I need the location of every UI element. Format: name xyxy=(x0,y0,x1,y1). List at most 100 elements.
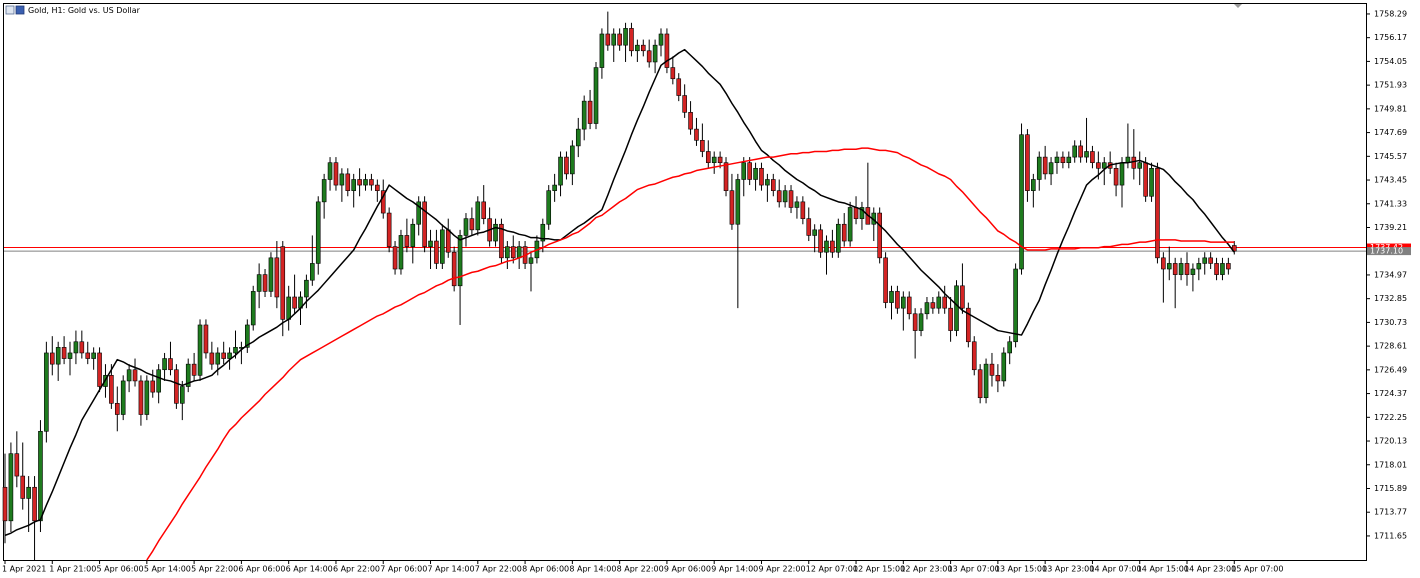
y-tick-label: 1732.85 xyxy=(1374,294,1407,303)
candle-body xyxy=(782,190,788,203)
x-tick-label: 8 Apr 14:00 xyxy=(569,565,616,574)
candle-body xyxy=(989,363,995,376)
candle-body xyxy=(948,307,953,331)
candle-body xyxy=(1084,151,1089,158)
x-tick-label: 6 Apr 06:00 xyxy=(238,565,285,574)
candle-body xyxy=(233,347,238,354)
candle-body xyxy=(185,363,191,387)
candle-body xyxy=(546,190,552,225)
candle-body xyxy=(895,291,900,309)
x-tick-label: 13 Apr 15:00 xyxy=(995,565,1047,574)
candle-body xyxy=(369,179,374,186)
x-tick-label: 5 Apr 06:00 xyxy=(97,565,144,574)
candle-body xyxy=(351,179,356,191)
candle-body xyxy=(942,296,947,309)
y-tick-label: 1724.37 xyxy=(1374,389,1407,398)
y-tick-label: 1734.97 xyxy=(1374,270,1407,279)
candle-body xyxy=(765,179,770,186)
candle-body xyxy=(1178,263,1184,275)
candle-body xyxy=(971,341,977,371)
candle-body xyxy=(729,190,735,225)
y-tick-label: 1730.73 xyxy=(1374,318,1407,327)
candle-body xyxy=(109,375,114,404)
candle-body xyxy=(770,179,776,191)
candle-body xyxy=(776,190,782,203)
candle-body xyxy=(1137,162,1143,169)
y-tick-label: 1743.45 xyxy=(1374,176,1407,185)
y-tick-label: 1722.25 xyxy=(1374,413,1407,422)
candle-body xyxy=(759,167,764,186)
x-tick-label: 5 Apr 22:00 xyxy=(191,565,238,574)
candle-body xyxy=(818,229,823,253)
candle-body xyxy=(853,207,859,219)
candle-body xyxy=(652,44,658,63)
candle-body xyxy=(1007,341,1013,354)
candle-body xyxy=(392,246,398,270)
x-tick-label: 12 Apr 23:00 xyxy=(900,565,952,574)
x-tick-label: 6 Apr 14:00 xyxy=(286,565,333,574)
candle-body xyxy=(209,352,215,365)
moving-average-line xyxy=(4,48,1235,537)
candle-body xyxy=(463,218,469,236)
candle-body xyxy=(930,302,936,309)
candle-body xyxy=(215,352,221,365)
candle-body xyxy=(227,352,232,359)
candle-body xyxy=(245,324,250,348)
symbol-icon xyxy=(5,5,25,15)
x-tick-label: 14 Apr 15:00 xyxy=(1137,565,1189,574)
candle-body xyxy=(516,246,522,259)
candle-body xyxy=(79,341,85,354)
candle-body xyxy=(794,201,800,208)
candle-body xyxy=(1208,257,1213,264)
candle-body xyxy=(162,358,167,371)
candle-body xyxy=(14,453,20,477)
candle-body xyxy=(91,352,96,359)
y-tick-label: 1726.49 xyxy=(1374,365,1407,374)
candle-body xyxy=(44,352,49,432)
candle-body xyxy=(26,486,31,499)
candle-body xyxy=(629,28,634,52)
candle-body xyxy=(753,167,758,180)
label-layer: 1711.65 1713.77 1715.89 1718.01 1720.13 1722.… xyxy=(2,9,1411,574)
candle-body xyxy=(623,28,628,46)
candle-body xyxy=(38,430,43,522)
candle-body xyxy=(658,33,664,46)
candle-body xyxy=(380,190,386,214)
candle-body xyxy=(1226,263,1231,270)
candle-body xyxy=(434,240,439,264)
candle-body xyxy=(321,179,327,203)
candle-body xyxy=(168,358,173,371)
candle-body xyxy=(32,486,37,522)
candle-body xyxy=(304,279,309,298)
candle-body xyxy=(1013,268,1018,343)
candle-body xyxy=(1220,263,1225,275)
candle-body xyxy=(995,375,1001,382)
candle-body xyxy=(1184,263,1190,275)
x-tick-label: 14 Apr 23:00 xyxy=(1184,565,1236,574)
candle-body xyxy=(428,240,433,247)
y-tick-label: 1745.57 xyxy=(1374,152,1407,161)
candle-body xyxy=(711,156,717,163)
y-tick-label: 1711.65 xyxy=(1374,531,1407,540)
x-tick-label: 6 Apr 22:00 xyxy=(333,565,380,574)
candle-body xyxy=(97,352,102,387)
y-tick-label: 1713.77 xyxy=(1374,508,1407,517)
candle-body xyxy=(339,173,345,186)
candle-body xyxy=(73,341,79,354)
candle-body xyxy=(120,380,126,415)
candle-body xyxy=(806,218,812,236)
candle-body xyxy=(1096,162,1101,169)
candle-body xyxy=(841,223,847,242)
candle-body xyxy=(1066,156,1072,163)
candle-body xyxy=(877,212,882,259)
y-tick-label: 1751.93 xyxy=(1374,81,1407,90)
candle-body xyxy=(469,218,475,231)
x-tick-label: 9 Apr 22:00 xyxy=(758,565,805,574)
candle-body xyxy=(741,162,747,180)
candle-body xyxy=(836,223,841,253)
candle-body xyxy=(174,369,179,404)
candle-body xyxy=(310,263,315,281)
candle-body xyxy=(250,291,256,326)
candle-body xyxy=(203,324,209,354)
